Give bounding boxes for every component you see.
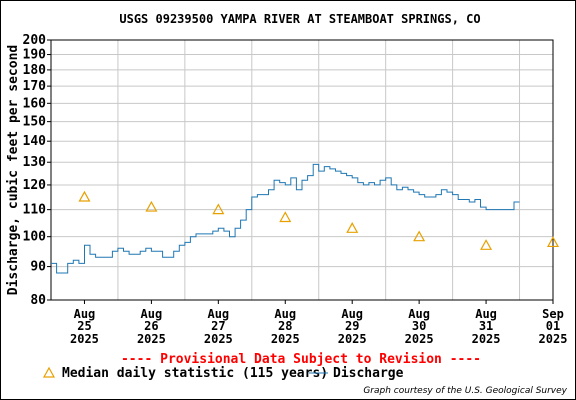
y-tick-label: 170 [23,79,47,94]
x-tick-year: 2025 [472,332,501,346]
discharge-series-line [51,163,520,274]
x-tick-month: Aug [141,307,163,321]
x-tick-month: Aug [408,307,430,321]
median-point-marker [145,200,158,212]
x-tick-day: 27 [211,319,225,333]
median-point-marker [546,236,560,248]
legend: Median daily statistic (115 years) Disch… [42,366,404,381]
x-tick-year: 2025 [271,332,300,346]
x-tick-month: Aug [274,307,296,321]
x-tick-day: 30 [412,319,426,333]
x-tick-day: 29 [345,319,359,333]
y-tick-label: 160 [23,96,47,111]
graph-credit: Graph courtesy of the U.S. Geological Su… [363,386,567,396]
y-axis-label: Discharge, cubic feet per second [6,45,21,295]
median-point-marker [212,203,225,215]
x-tick-day: 25 [77,319,91,333]
x-tick-labels: Aug252025Aug262025Aug272025Aug282025Aug2… [70,300,567,346]
x-tick-month: Sep [542,307,564,321]
chart-title: USGS 09239500 YAMPA RIVER AT STEAMBOAT S… [119,12,480,26]
y-tick-label: 80 [30,293,46,308]
x-tick-month: Aug [207,307,229,321]
x-tick-year: 2025 [204,332,233,346]
x-tick-day: 26 [144,319,158,333]
median-point-marker [480,239,493,250]
y-tick-label: 140 [23,134,47,149]
legend-discharge-label: Discharge [333,366,404,381]
x-tick-year: 2025 [338,332,367,346]
median-point-marker [279,211,292,223]
provisional-note: ---- Provisional Data Subject to Revisio… [121,352,481,367]
y-tick-label: 90 [30,260,46,275]
y-tick-label: 200 [23,33,47,48]
x-tick-year: 2025 [405,332,434,346]
y-tick-label: 130 [23,155,47,170]
median-point-marker [346,222,359,233]
y-tick-label: 120 [23,178,47,193]
grid-lines [51,40,553,300]
y-tick-label: 180 [23,63,47,78]
y-tick-label: 100 [23,230,47,245]
median-point-marker [78,190,91,202]
median-markers [78,190,560,250]
legend-median-label: Median daily statistic (115 years) [62,366,328,381]
x-tick-day: 28 [278,319,292,333]
x-tick-year: 2025 [539,332,568,346]
x-tick-day: 31 [479,319,493,333]
plot-border [50,39,554,301]
y-tick-label: 190 [23,48,47,63]
x-tick-month: Aug [475,307,497,321]
x-tick-day: 01 [546,319,560,333]
y-tick-label: 150 [23,115,47,130]
x-tick-year: 2025 [137,332,166,346]
x-tick-month: Aug [74,307,96,321]
x-tick-year: 2025 [70,332,99,346]
x-tick-month: Aug [341,307,363,321]
legend-median-triangle-icon [42,366,56,378]
y-tick-label: 110 [23,203,47,218]
median-point-marker [413,230,426,242]
